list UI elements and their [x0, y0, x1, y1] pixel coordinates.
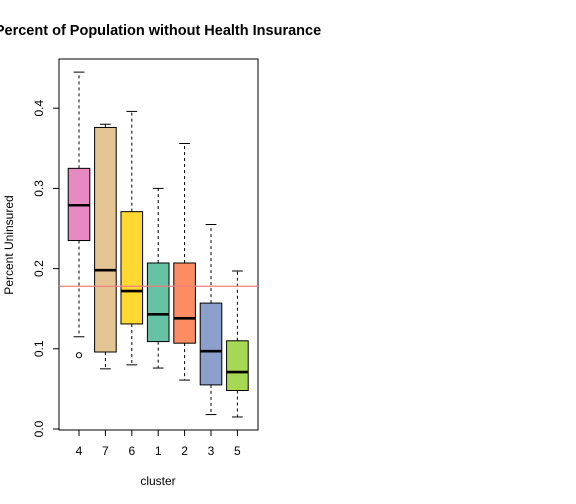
x-tick-label: 2	[181, 444, 188, 458]
x-tick-label: 6	[128, 444, 135, 458]
outlier-point	[76, 353, 81, 358]
x-tick-label: 3	[208, 444, 215, 458]
box-cluster-2	[174, 263, 196, 343]
y-tick-label: 0.0	[32, 420, 46, 437]
x-tick-label: 1	[155, 444, 162, 458]
y-tick-label: 0.3	[32, 180, 46, 197]
plot-area: 0.0 0.1 0.2 0.3 0.4 4 7 6 1 2 3 5	[32, 59, 258, 458]
box-cluster-5	[227, 341, 249, 391]
x-tick-label: 5	[234, 444, 241, 458]
x-tick-label: 4	[76, 444, 83, 458]
box-cluster-7	[95, 127, 117, 352]
x-tick-label: 7	[102, 444, 109, 458]
y-tick-label: 0.1	[32, 340, 46, 357]
chart-title: Percent of Population without Health Ins…	[0, 23, 321, 39]
y-axis-label: Percent Uninsured	[2, 195, 16, 294]
box-cluster-3	[200, 303, 222, 385]
y-tick-label: 0.2	[32, 260, 46, 277]
box-cluster-6	[121, 212, 143, 324]
box-cluster-1	[147, 263, 169, 342]
y-tick-label: 0.4	[32, 100, 46, 117]
x-axis-label: cluster	[140, 474, 175, 488]
